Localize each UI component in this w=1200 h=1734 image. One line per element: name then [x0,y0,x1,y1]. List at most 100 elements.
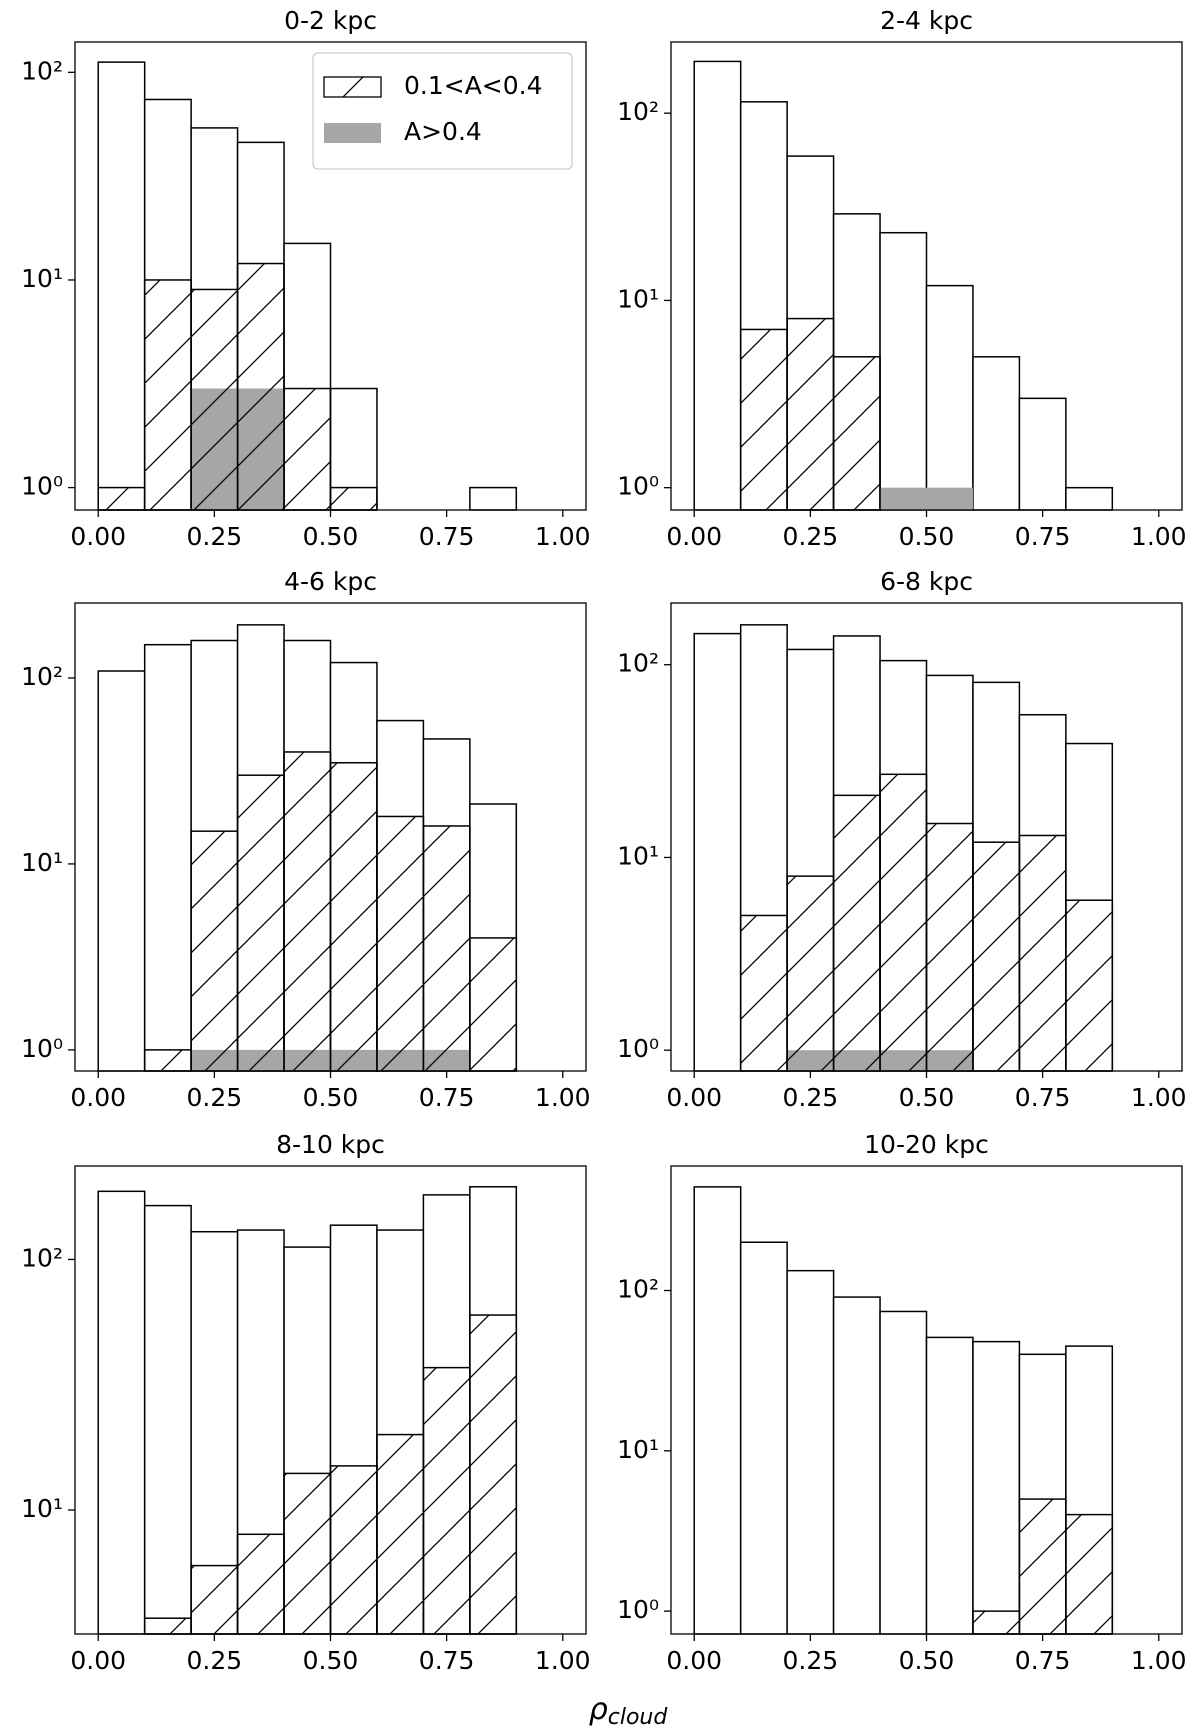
histogram-bar [880,487,927,510]
histogram-bar [469,486,518,511]
x-tick-label: 0.50 [899,1083,955,1112]
histogram-bar [832,1296,881,1635]
histogram-bar [972,356,1021,511]
x-tick-label: 0.25 [187,522,243,551]
panel-title: 0-2 kpc [284,6,377,35]
y-tick-label: 10⁰ [617,1034,659,1063]
histogram-bar [925,822,974,1072]
histogram-bar [972,1610,1021,1635]
x-tick-label: 1.00 [1131,1646,1187,1675]
x-tick-label: 0.00 [666,522,722,551]
histogram-bar [739,914,788,1072]
x-tick-label: 0.75 [419,1646,475,1675]
x-tick-label: 0.25 [187,1083,243,1112]
histogram-bar [1018,1498,1067,1635]
histogram-bar [786,875,835,1072]
y-tick-label: 10¹ [21,848,63,877]
x-tick-label: 0.75 [419,1083,475,1112]
histogram-bar [376,1433,425,1635]
x-tick-label: 1.00 [535,522,591,551]
histogram-bar [97,1190,146,1635]
x-tick-label: 0.75 [419,522,475,551]
histogram-bar [1065,899,1114,1072]
x-tick-label: 0.00 [70,1646,126,1675]
histogram-bar [143,1617,192,1635]
histogram-bar [693,1186,742,1635]
histogram-bar [190,1564,239,1635]
histogram-bar [1018,397,1067,511]
y-tick-label: 10¹ [21,264,63,293]
legend-label: A>0.4 [404,117,482,146]
histogram-bar [97,670,146,1072]
histogram-bar [786,1269,835,1635]
legend-swatch [324,123,381,143]
x-tick-label: 0.50 [899,1646,955,1675]
histogram-bar [143,643,192,1072]
histogram-bar [283,751,332,1072]
histogram-bar [97,61,146,511]
histogram-bar [376,815,425,1072]
x-tick-label: 0.50 [303,1083,359,1112]
histogram-bar [329,486,378,511]
x-tick-label: 0.75 [1015,1646,1071,1675]
y-tick-label: 10⁰ [21,472,63,501]
histogram-bar [739,1241,788,1635]
histogram-bar [329,1465,378,1635]
histogram-bar [832,794,881,1072]
x-tick-label: 0.50 [303,522,359,551]
y-tick-label: 10¹ [617,1435,659,1464]
histogram-bar [972,841,1021,1072]
y-tick-label: 10¹ [617,841,659,870]
histogram-bar [693,632,742,1072]
histogram-bar [1065,486,1114,511]
y-tick-label: 10⁰ [617,1595,659,1624]
histogram-bar [739,328,788,511]
histogram-bar [879,231,928,511]
histogram-bar [283,387,332,511]
y-tick-label: 10² [21,662,63,691]
panel-title: 8-10 kpc [276,1130,385,1159]
y-tick-label: 10² [21,56,63,85]
x-tick-label: 0.75 [1015,1083,1071,1112]
x-tick-label: 0.50 [303,1646,359,1675]
x-tick-label: 1.00 [1131,1083,1187,1112]
histogram-bar [236,1533,285,1635]
x-tick-label: 0.00 [70,1083,126,1112]
histogram-bar [143,1049,192,1072]
histogram-bar [693,60,742,511]
x-tick-label: 1.00 [535,1646,591,1675]
x-label-subscript: cloud [608,1705,669,1730]
x-tick-label: 1.00 [535,1083,591,1112]
x-label-symbol: ρ [589,1692,608,1727]
legend-swatch [323,76,382,98]
histogram-bar [1018,834,1067,1072]
x-tick-label: 0.25 [783,1646,839,1675]
histogram-bar [469,1314,518,1635]
histogram-bar [972,1340,1021,1635]
panel-title: 4-6 kpc [284,567,377,596]
histogram-bar [190,830,239,1072]
histogram-bar [786,317,835,511]
x-tick-label: 0.00 [70,522,126,551]
histogram-bar [283,1472,332,1635]
histogram-bar [143,279,192,511]
histogram-bar [832,356,881,511]
x-tick-label: 0.25 [187,1646,243,1675]
histogram-bar [329,762,378,1072]
y-tick-label: 10² [21,1243,63,1272]
histogram-bar [925,1336,974,1635]
x-tick-label: 0.00 [666,1083,722,1112]
histogram-bar [925,284,974,511]
histogram-bar [879,1310,928,1635]
x-tick-label: 0.00 [666,1646,722,1675]
y-tick-label: 10⁰ [21,1034,63,1063]
histogram-bar [143,1204,192,1635]
histogram-bar [422,1366,471,1635]
panel-title: 10-20 kpc [864,1130,989,1159]
histogram-bar [926,487,973,510]
x-tick-label: 1.00 [1131,522,1187,551]
y-tick-label: 10² [617,649,659,678]
y-tick-label: 10² [617,97,659,126]
histogram-bar [97,486,146,511]
